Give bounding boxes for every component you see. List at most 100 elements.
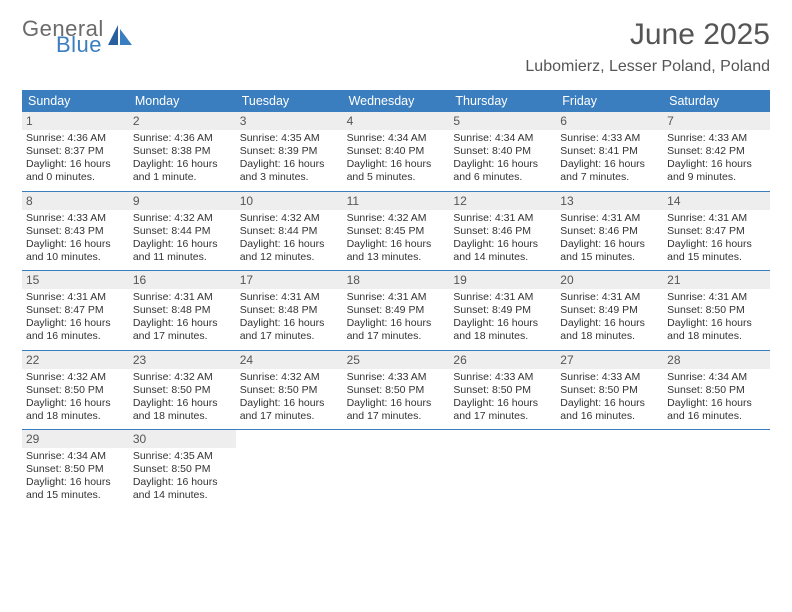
day-number: 14 [663,192,770,210]
sunset-line: Sunset: 8:50 PM [560,384,659,397]
daylight-line: Daylight: 16 hours and 14 minutes. [133,476,232,502]
daylight-line: Daylight: 16 hours and 18 minutes. [26,397,125,423]
daylight-line: Daylight: 16 hours and 13 minutes. [347,238,446,264]
day-12: 12Sunrise: 4:31 AMSunset: 8:46 PMDayligh… [449,192,556,271]
day-number: 10 [236,192,343,210]
daylight-line: Daylight: 16 hours and 18 minutes. [453,317,552,343]
daylight-line: Daylight: 16 hours and 18 minutes. [560,317,659,343]
sunrise-line: Sunrise: 4:34 AM [453,132,552,145]
sunrise-line: Sunrise: 4:31 AM [240,291,339,304]
day-7: 7Sunrise: 4:33 AMSunset: 8:42 PMDaylight… [663,112,770,191]
day-1: 1Sunrise: 4:36 AMSunset: 8:37 PMDaylight… [22,112,129,191]
daylight-line: Daylight: 16 hours and 16 minutes. [560,397,659,423]
dow-friday: Friday [556,90,663,112]
sunset-line: Sunset: 8:47 PM [26,304,125,317]
empty-cell [449,430,556,509]
sunset-line: Sunset: 8:50 PM [667,304,766,317]
dow-tuesday: Tuesday [236,90,343,112]
day-number: 21 [663,271,770,289]
sunset-line: Sunset: 8:39 PM [240,145,339,158]
daylight-line: Daylight: 16 hours and 17 minutes. [133,317,232,343]
day-number: 6 [556,112,663,130]
daylight-line: Daylight: 16 hours and 17 minutes. [240,317,339,343]
day-3: 3 Sunrise: 4:35 AMSunset: 8:39 PMDaylight… [236,112,343,191]
day-number: 3 [236,112,343,130]
sunset-line: Sunset: 8:50 PM [240,384,339,397]
sunrise-line: Sunrise: 4:36 AM [133,132,232,145]
sunrise-line: Sunrise: 4:33 AM [453,371,552,384]
sunset-line: Sunset: 8:48 PM [240,304,339,317]
sunset-line: Sunset: 8:50 PM [453,384,552,397]
day-13: 13Sunrise: 4:31 AMSunset: 8:46 PMDayligh… [556,192,663,271]
day-30: 30Sunrise: 4:35 AMSunset: 8:50 PMDayligh… [129,430,236,509]
daylight-line: Daylight: 16 hours and 10 minutes. [26,238,125,264]
daylight-line: Daylight: 16 hours and 3 minutes. [240,158,339,184]
sunset-line: Sunset: 8:44 PM [133,225,232,238]
daylight-line: Daylight: 16 hours and 9 minutes. [667,158,766,184]
logo: General Blue [22,18,134,56]
calendar: SundayMondayTuesdayWednesdayThursdayFrid… [22,90,770,509]
daylight-line: Daylight: 16 hours and 0 minutes. [26,158,125,184]
day-20: 20Sunrise: 4:31 AMSunset: 8:49 PMDayligh… [556,271,663,350]
day-8: 8Sunrise: 4:33 AMSunset: 8:43 PMDaylight… [22,192,129,271]
sunset-line: Sunset: 8:37 PM [26,145,125,158]
week-row: 1Sunrise: 4:36 AMSunset: 8:37 PMDaylight… [22,112,770,192]
sunrise-line: Sunrise: 4:34 AM [347,132,446,145]
sunset-line: Sunset: 8:45 PM [347,225,446,238]
week-row: 29Sunrise: 4:34 AMSunset: 8:50 PMDayligh… [22,430,770,509]
sunset-line: Sunset: 8:48 PM [133,304,232,317]
sunset-line: Sunset: 8:40 PM [453,145,552,158]
week-row: 22Sunrise: 4:32 AMSunset: 8:50 PMDayligh… [22,351,770,431]
day-24: 24Sunrise: 4:32 AMSunset: 8:50 PMDayligh… [236,351,343,430]
daylight-line: Daylight: 16 hours and 18 minutes. [133,397,232,423]
sunrise-line: Sunrise: 4:31 AM [560,291,659,304]
daylight-line: Daylight: 16 hours and 18 minutes. [667,317,766,343]
day-number: 22 [22,351,129,369]
day-number: 2 [129,112,236,130]
day-number: 13 [556,192,663,210]
sunset-line: Sunset: 8:50 PM [26,384,125,397]
sunset-line: Sunset: 8:49 PM [560,304,659,317]
dow-sunday: Sunday [22,90,129,112]
day-number: 9 [129,192,236,210]
daylight-line: Daylight: 16 hours and 7 minutes. [560,158,659,184]
sunrise-line: Sunrise: 4:32 AM [133,212,232,225]
day-number: 29 [22,430,129,448]
calendar-body: 1Sunrise: 4:36 AMSunset: 8:37 PMDaylight… [22,112,770,509]
sunrise-line: Sunrise: 4:31 AM [26,291,125,304]
location: Lubomierz, Lesser Poland, Poland [525,58,770,76]
day-26: 26Sunrise: 4:33 AMSunset: 8:50 PMDayligh… [449,351,556,430]
day-number: 30 [129,430,236,448]
sunrise-line: Sunrise: 4:33 AM [26,212,125,225]
day-number: 12 [449,192,556,210]
day-number: 25 [343,351,450,369]
sunrise-line: Sunrise: 4:32 AM [347,212,446,225]
day-number: 5 [449,112,556,130]
sunset-line: Sunset: 8:50 PM [26,463,125,476]
sunset-line: Sunset: 8:46 PM [560,225,659,238]
day-22: 22Sunrise: 4:32 AMSunset: 8:50 PMDayligh… [22,351,129,430]
day-25: 25Sunrise: 4:33 AMSunset: 8:50 PMDayligh… [343,351,450,430]
sunset-line: Sunset: 8:41 PM [560,145,659,158]
day-18: 18Sunrise: 4:31 AMSunset: 8:49 PMDayligh… [343,271,450,350]
sunset-line: Sunset: 8:43 PM [26,225,125,238]
day-number: 18 [343,271,450,289]
week-row: 15Sunrise: 4:31 AMSunset: 8:47 PMDayligh… [22,271,770,351]
sunset-line: Sunset: 8:50 PM [347,384,446,397]
sunrise-line: Sunrise: 4:31 AM [453,212,552,225]
sunset-line: Sunset: 8:47 PM [667,225,766,238]
sunrise-line: Sunrise: 4:32 AM [240,212,339,225]
day-number: 4 [343,112,450,130]
logo-text: General Blue [22,18,104,56]
sunrise-line: Sunrise: 4:35 AM [240,132,339,145]
day-17: 17Sunrise: 4:31 AMSunset: 8:48 PMDayligh… [236,271,343,350]
daylight-line: Daylight: 16 hours and 15 minutes. [667,238,766,264]
day-21: 21Sunrise: 4:31 AMSunset: 8:50 PMDayligh… [663,271,770,350]
day-number: 1 [22,112,129,130]
dow-thursday: Thursday [449,90,556,112]
title-block: June 2025 Lubomierz, Lesser Poland, Pola… [525,18,770,76]
day-6: 6Sunrise: 4:33 AMSunset: 8:41 PMDaylight… [556,112,663,191]
day-15: 15Sunrise: 4:31 AMSunset: 8:47 PMDayligh… [22,271,129,350]
daylight-line: Daylight: 16 hours and 15 minutes. [26,476,125,502]
sail-icon [108,25,134,52]
